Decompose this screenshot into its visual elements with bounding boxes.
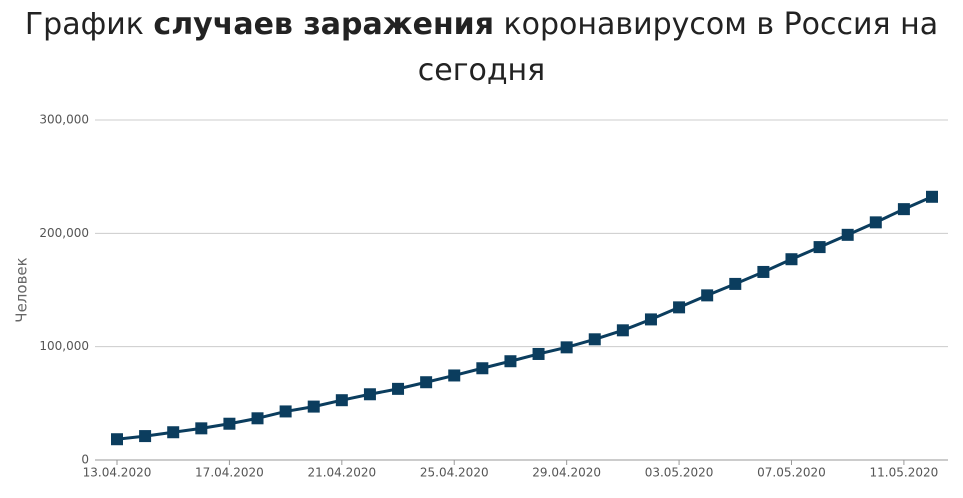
y-tick-label: 100,000: [39, 339, 89, 353]
data-point: [729, 277, 742, 290]
data-point: [279, 405, 292, 418]
y-axis-label: Человек: [13, 257, 31, 322]
x-tick-label: 17.04.2020: [195, 466, 264, 480]
data-point: [644, 313, 657, 326]
x-tick-label: 13.04.2020: [83, 466, 152, 480]
title-bold: случаев заражения: [153, 7, 494, 42]
data-point: [813, 241, 826, 254]
data-point: [897, 203, 910, 216]
data-point: [363, 388, 376, 401]
title-text: коронавирусом в Россия на сегодня: [417, 7, 939, 88]
x-tick-label: 29.04.2020: [532, 466, 601, 480]
data-point: [335, 394, 348, 407]
data-point: [392, 382, 405, 395]
data-point: [504, 355, 517, 368]
data-point: [139, 430, 152, 443]
y-tick-label: 0: [81, 453, 89, 467]
data-point: [195, 422, 208, 435]
data-point: [869, 216, 882, 229]
data-point: [673, 301, 686, 314]
data-point: [532, 347, 545, 360]
data-point: [476, 362, 489, 375]
data-point: [420, 376, 433, 389]
data-point: [560, 341, 573, 354]
y-tick-label: 300,000: [39, 113, 89, 127]
x-tick-label: 11.05.2020: [870, 466, 939, 480]
data-point: [701, 289, 714, 302]
x-tick-label: 07.05.2020: [757, 466, 826, 480]
data-point: [588, 333, 601, 346]
y-tick-label: 200,000: [39, 226, 89, 240]
data-point: [167, 426, 180, 439]
chart-title: График случаев заражения коронавирусом в…: [0, 2, 963, 94]
data-point: [841, 228, 854, 241]
data-point: [111, 433, 123, 446]
data-point: [223, 417, 236, 430]
x-tick-label: 21.04.2020: [307, 466, 376, 480]
data-point: [926, 190, 938, 203]
title-text: График: [24, 7, 144, 42]
x-tick-label: 03.05.2020: [645, 466, 714, 480]
data-point: [785, 253, 798, 266]
data-point: [251, 412, 264, 425]
data-point: [616, 324, 629, 337]
x-tick-label: 25.04.2020: [420, 466, 489, 480]
data-point: [307, 400, 320, 413]
data-point: [757, 265, 770, 278]
data-point: [448, 369, 461, 382]
